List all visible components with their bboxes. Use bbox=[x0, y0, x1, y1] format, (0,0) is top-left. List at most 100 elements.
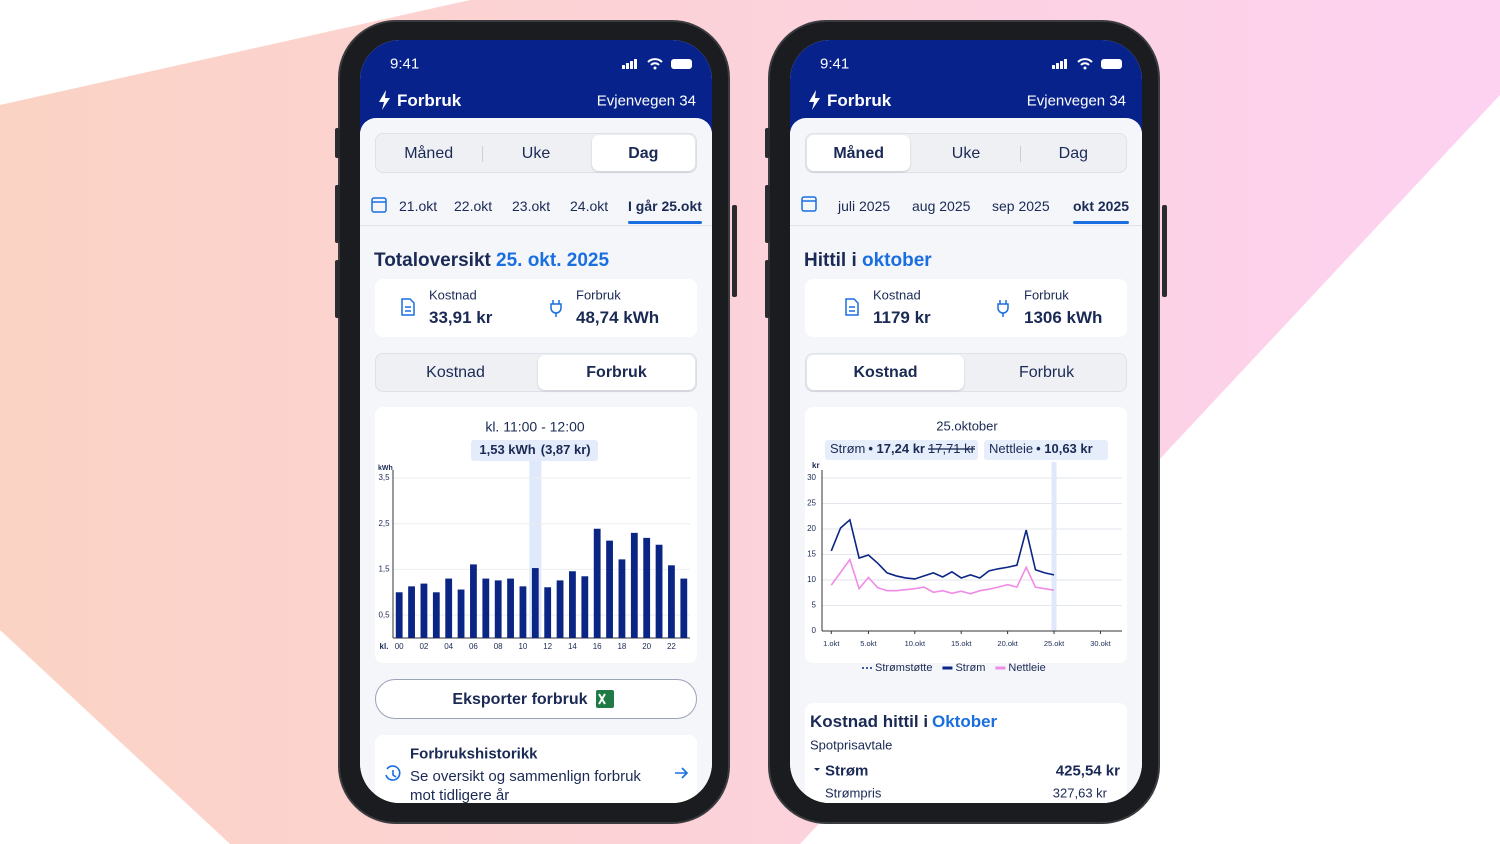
address: Evjenvegen 34 bbox=[596, 92, 696, 110]
tab-selected[interactable] bbox=[591, 135, 695, 171]
stat-value: 48,74 kWh bbox=[576, 308, 660, 328]
y-unit: kWh bbox=[378, 465, 393, 472]
bar bbox=[544, 587, 552, 638]
tooltip-item: Strøm • 17,24 kr 17,71 kr bbox=[830, 441, 976, 456]
y-tick-label: 20 bbox=[807, 524, 816, 533]
plug-icon bbox=[997, 300, 1009, 317]
x-tick-label: 30.okt bbox=[1090, 639, 1111, 648]
battery bbox=[1101, 59, 1122, 69]
toggle[interactable]: Forbruk bbox=[586, 363, 647, 381]
toggle[interactable]: Kostnad bbox=[853, 363, 918, 381]
calendar-icon bbox=[371, 197, 387, 213]
tooltip-name: Nettleie bbox=[989, 441, 1033, 456]
summary-row-value: 425,54 kr bbox=[1055, 762, 1120, 780]
x-tick-label: 10.okt bbox=[905, 639, 926, 648]
bar bbox=[606, 540, 613, 638]
y-tick-label: 0 bbox=[812, 626, 817, 635]
bar bbox=[457, 589, 465, 638]
bar bbox=[531, 568, 539, 638]
tab[interactable]: Dag bbox=[628, 144, 659, 162]
series-line bbox=[830, 518, 1055, 580]
date-tab[interactable]: 21.okt bbox=[399, 197, 438, 214]
summary-highlight: Oktober bbox=[932, 712, 998, 732]
summary-row-label: Strøm bbox=[825, 762, 869, 780]
date-tab[interactable]: aug 2025 bbox=[912, 197, 971, 214]
x-tick-label: 00 bbox=[395, 642, 404, 651]
phone-screen: 9:41 Forbruk Evjenvegen 34 Måned Uke Dag juli … bbox=[790, 40, 1142, 803]
x-tick-label: 1.okt bbox=[823, 639, 840, 648]
tab[interactable]: Uke bbox=[521, 144, 551, 162]
y-tick-label: 15 bbox=[807, 550, 816, 559]
x-tick-label: 02 bbox=[419, 642, 428, 651]
toggle[interactable]: Forbruk bbox=[1018, 363, 1075, 381]
x-tick-label: 20 bbox=[642, 642, 651, 651]
x-tick-label: 10 bbox=[518, 642, 527, 651]
y-tick-label: 5 bbox=[812, 601, 817, 610]
date-tab[interactable]: I går 25.okt bbox=[628, 197, 702, 214]
tab-divider bbox=[482, 146, 484, 162]
excel-icon-mark bbox=[598, 693, 606, 705]
signal-bar bbox=[626, 63, 629, 69]
y-tick-label: 0,5 bbox=[378, 610, 390, 619]
toggle-selected[interactable] bbox=[538, 355, 695, 390]
bar bbox=[519, 586, 527, 638]
tab-selected[interactable] bbox=[807, 135, 911, 171]
legend-label: Strøm bbox=[955, 662, 985, 674]
bar bbox=[470, 564, 477, 638]
history-card[interactable] bbox=[375, 735, 697, 803]
bar bbox=[420, 583, 428, 638]
tooltip-extra: (3,87 kr) bbox=[541, 442, 591, 457]
tooltip-title: 25.oktober bbox=[936, 418, 998, 433]
side-button bbox=[335, 185, 340, 243]
x-tick-label: 16 bbox=[593, 642, 602, 651]
tab[interactable]: Uke bbox=[951, 144, 981, 162]
highlight-band bbox=[1051, 462, 1057, 631]
bar bbox=[432, 592, 440, 638]
calendar-icon bbox=[801, 196, 817, 212]
phone-screen: 9:41 Forbruk Evjenvegen 34 Måned Uke Dag 21.ok… bbox=[360, 40, 712, 803]
tooltip-value: 1,53 kWh bbox=[479, 442, 535, 457]
export-label[interactable]: Eksporter forbruk bbox=[452, 690, 588, 708]
side-button bbox=[335, 260, 340, 318]
tooltip-box bbox=[471, 440, 598, 461]
header bbox=[790, 40, 1142, 132]
bar bbox=[630, 532, 638, 638]
tab[interactable]: Dag bbox=[1058, 144, 1089, 162]
date-tab[interactable]: okt 2025 bbox=[1073, 197, 1130, 214]
signal-bar bbox=[622, 65, 625, 69]
tab[interactable]: Måned bbox=[404, 144, 454, 162]
stats-card bbox=[375, 279, 697, 337]
bar bbox=[655, 544, 663, 638]
side-button bbox=[1162, 205, 1167, 297]
bar bbox=[482, 578, 490, 638]
heading: Hittil i bbox=[804, 250, 857, 272]
history-text: Se oversikt og sammenlign forbruk mot ti… bbox=[410, 768, 641, 803]
date-underline bbox=[1073, 221, 1129, 224]
tab[interactable]: Måned bbox=[833, 144, 884, 162]
date-tab[interactable]: 24.okt bbox=[570, 197, 609, 214]
series-line bbox=[830, 557, 1055, 595]
tooltip-value: • 10,63 kr bbox=[1036, 441, 1093, 456]
toggle-selected[interactable] bbox=[807, 355, 964, 390]
y-tick-label: 10 bbox=[807, 575, 816, 584]
date-tab[interactable]: juli 2025 bbox=[838, 197, 891, 214]
date-tab[interactable]: sep 2025 bbox=[992, 197, 1050, 214]
bar bbox=[395, 592, 403, 638]
export-button[interactable] bbox=[375, 679, 697, 719]
bar bbox=[569, 571, 576, 638]
legend-label: Nettleie bbox=[1008, 662, 1045, 674]
signal-bar bbox=[1060, 61, 1063, 69]
x-tick-label: 15.okt bbox=[951, 639, 972, 648]
stat-label: Forbruk bbox=[1024, 287, 1069, 303]
x-tick-label: 5.okt bbox=[860, 639, 877, 648]
battery bbox=[671, 59, 692, 69]
x-tick-label: 12 bbox=[543, 642, 552, 651]
bar bbox=[593, 528, 601, 638]
date-tab[interactable]: 23.okt bbox=[512, 197, 551, 214]
bar bbox=[643, 537, 651, 638]
date-underline bbox=[628, 221, 702, 224]
date-tab[interactable]: 22.okt bbox=[454, 197, 493, 214]
toggle[interactable]: Kostnad bbox=[426, 363, 485, 381]
screen-overlay: kl. 11:00 - 12:00 1,53 kWh (3,87 kr) kWh 0,5… bbox=[371, 58, 692, 781]
